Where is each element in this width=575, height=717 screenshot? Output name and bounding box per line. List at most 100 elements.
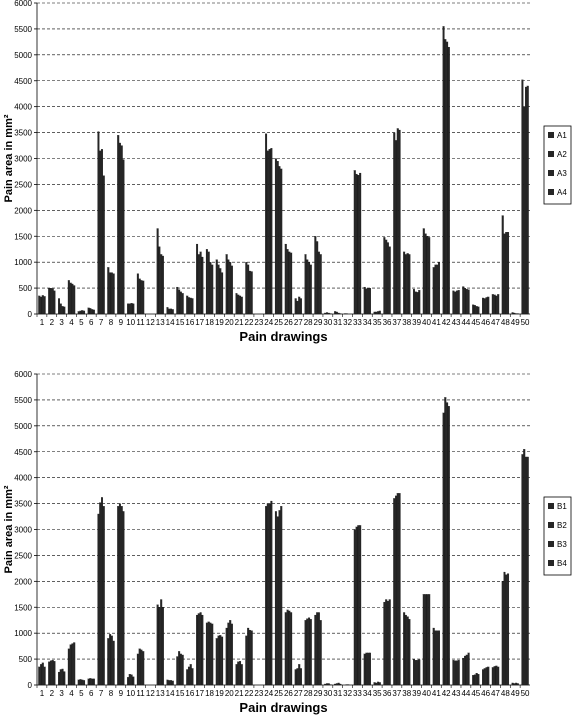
bar	[122, 511, 125, 686]
bar	[306, 618, 309, 686]
y-tick-label: 1000	[14, 258, 32, 267]
bar	[424, 594, 427, 686]
bar	[107, 638, 110, 686]
bar	[219, 635, 222, 686]
bar	[521, 79, 524, 315]
bar	[205, 622, 208, 686]
bar	[230, 265, 233, 315]
bar	[482, 669, 484, 686]
x-tick-label: 21	[235, 689, 244, 698]
bar	[59, 669, 62, 686]
x-tick-label: 45	[471, 318, 480, 327]
x-tick-label: 2	[50, 318, 55, 327]
x-tick-label: 4	[69, 689, 74, 698]
bar	[201, 256, 204, 315]
x-tick-label: 22	[245, 689, 254, 698]
bar	[215, 259, 218, 315]
x-tick-label: 23	[254, 689, 263, 698]
legend-label: B3	[557, 540, 567, 549]
bar	[286, 609, 289, 686]
bar	[69, 644, 72, 686]
bar	[294, 298, 297, 315]
bar	[363, 286, 366, 315]
bar	[51, 288, 54, 315]
bar	[187, 297, 190, 315]
bar	[375, 311, 378, 315]
bar	[118, 142, 121, 315]
bar	[250, 630, 253, 686]
x-tick-label: 37	[392, 689, 401, 698]
bar	[452, 660, 455, 686]
bar	[128, 674, 131, 686]
bar	[334, 683, 337, 686]
x-tick-label: 8	[109, 689, 114, 698]
x-tick-label: 14	[166, 318, 175, 327]
x-tick-label: 34	[363, 689, 372, 698]
bar	[329, 684, 332, 686]
bar	[299, 298, 302, 315]
x-tick-label: 23	[254, 318, 263, 327]
bar	[221, 272, 224, 315]
bar	[446, 402, 449, 686]
bar	[265, 506, 268, 686]
bar	[403, 251, 406, 315]
y-tick-label: 4000	[14, 103, 32, 112]
bar	[503, 233, 506, 315]
bar	[73, 642, 76, 686]
bar	[191, 668, 194, 686]
bar	[434, 630, 437, 686]
bar	[472, 304, 475, 315]
bar	[365, 652, 368, 686]
bar	[442, 412, 445, 686]
x-tick-label: 44	[461, 318, 470, 327]
bar	[455, 660, 458, 686]
bar	[454, 660, 457, 686]
bar	[280, 506, 283, 686]
bar	[314, 236, 317, 315]
bar	[339, 313, 342, 315]
bar	[327, 683, 330, 686]
bar	[58, 671, 61, 686]
bar	[117, 506, 120, 686]
bar	[511, 312, 514, 315]
bar	[513, 683, 516, 686]
bar	[268, 503, 271, 686]
bar	[101, 149, 103, 315]
x-tick-label: 28	[304, 689, 313, 698]
y-tick-label: 6000	[14, 0, 32, 8]
bar	[345, 313, 348, 315]
x-tick-label: 5	[79, 689, 84, 698]
bar	[142, 651, 145, 686]
bar	[436, 264, 439, 315]
bar	[136, 653, 139, 686]
bar	[363, 653, 366, 686]
bar	[161, 607, 164, 686]
x-tick-label: 33	[353, 318, 362, 327]
x-tick-label: 33	[353, 689, 362, 698]
bar	[457, 660, 460, 686]
bar	[393, 498, 396, 686]
bar	[408, 619, 411, 686]
bar	[487, 666, 490, 686]
bar	[112, 273, 115, 315]
x-tick-label: 18	[205, 689, 214, 698]
bar	[171, 309, 174, 315]
bar	[227, 622, 230, 686]
x-tick-label: 17	[195, 318, 204, 327]
bar	[156, 604, 159, 686]
bar	[388, 246, 391, 315]
x-tick-label: 20	[225, 689, 234, 698]
bar	[43, 296, 46, 315]
bar	[373, 311, 376, 315]
bar	[227, 259, 230, 315]
bar	[436, 630, 439, 686]
y-tick-label: 3500	[14, 500, 32, 509]
bar	[179, 653, 182, 686]
bar	[326, 312, 328, 315]
legend-swatch	[548, 132, 554, 138]
bar	[337, 682, 340, 686]
bar	[250, 271, 253, 315]
legend-swatch	[548, 189, 554, 195]
bar	[416, 292, 419, 315]
bar	[329, 313, 332, 315]
